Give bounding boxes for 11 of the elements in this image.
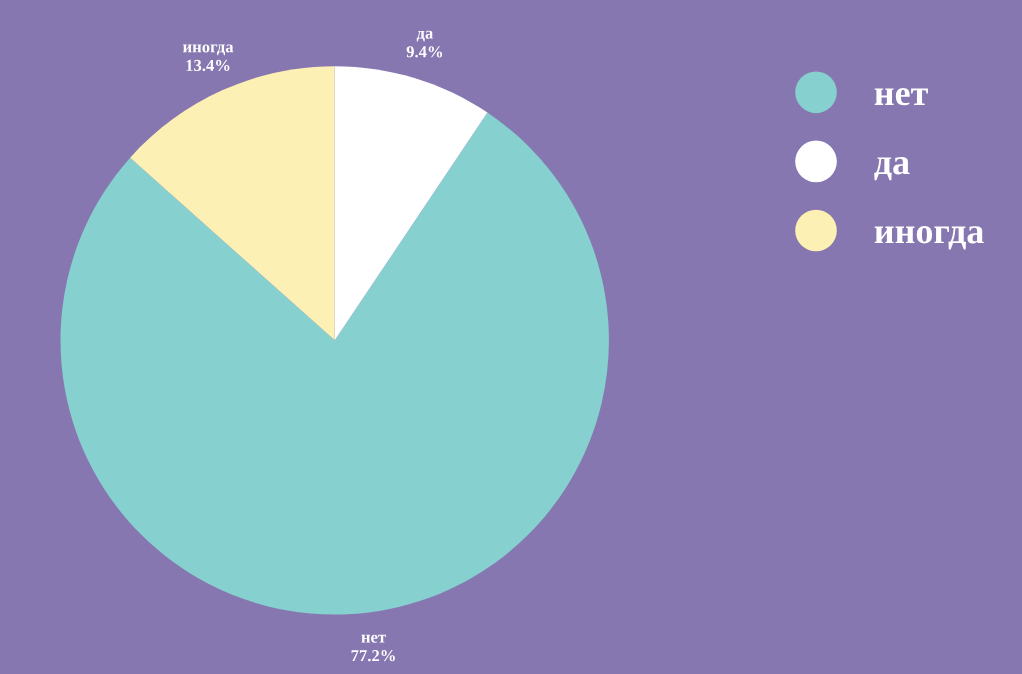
- legend-label: иногда: [874, 226, 984, 250]
- data-label: 13.4%: [186, 59, 230, 72]
- legend-label: да: [874, 157, 910, 181]
- legend-label: нет: [874, 87, 928, 106]
- pie-slice: [60, 112, 609, 615]
- data-label: 77.2%: [351, 650, 395, 662]
- pie-slice: [334, 66, 488, 341]
- slice-label: нет: [361, 634, 386, 643]
- data-label: 9.4%: [406, 46, 443, 58]
- slice-label: да: [416, 30, 434, 42]
- slice-label: иногда: [182, 44, 234, 56]
